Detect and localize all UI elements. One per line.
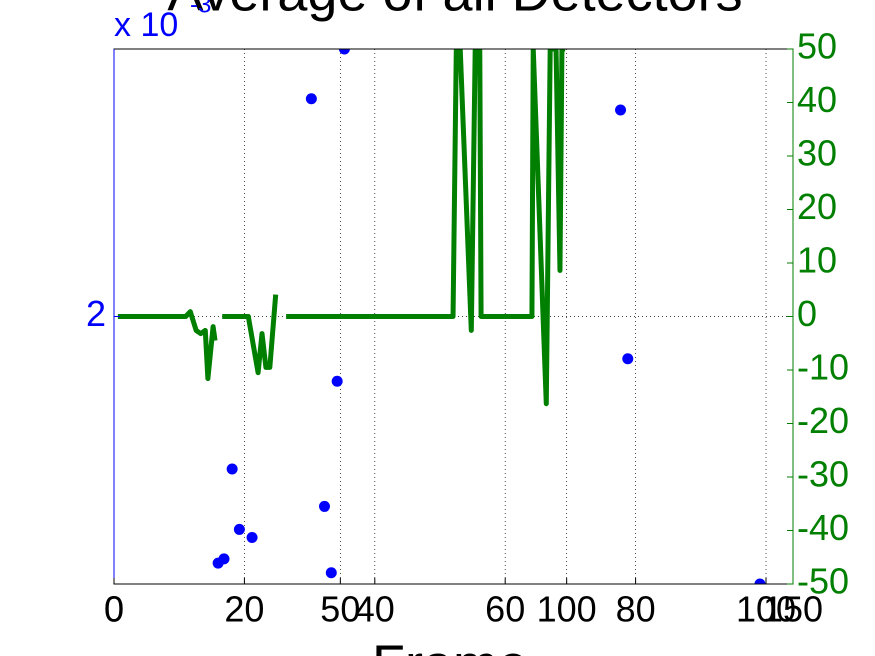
chart-title: Average of all Detectors (167, 0, 742, 22)
point (318, 500, 330, 512)
point (325, 567, 337, 579)
x-tick-label: 150 (763, 589, 823, 630)
y2-tick-label: 10 (797, 240, 837, 281)
line-series (117, 309, 218, 382)
line-series (222, 294, 279, 376)
x-tick-label: 100 (537, 589, 597, 630)
y2-tick-label: -10 (797, 347, 849, 388)
point (212, 557, 224, 569)
line-series (286, 49, 566, 407)
point (615, 104, 627, 116)
point (246, 531, 258, 543)
point (622, 353, 634, 365)
x-tick-label: 0 (104, 589, 124, 630)
y-exponent-base: x 10 (114, 6, 178, 44)
x-tick-label: 40 (355, 589, 395, 630)
y2-tick-label: 30 (797, 133, 837, 174)
x-tick-label: 60 (485, 589, 525, 630)
y2-tick-label: -30 (797, 454, 849, 495)
point (331, 375, 343, 387)
point (305, 93, 317, 105)
y2-tick-label: 0 (797, 293, 817, 334)
x-tick-label: 100 (736, 589, 796, 630)
y2-tick-label: -20 (797, 400, 849, 441)
x-tick-label: 80 (616, 589, 656, 630)
point (226, 463, 238, 475)
y2-tick-label: 20 (797, 186, 837, 227)
y-exponent: -3 (190, 0, 211, 18)
x-tick-label: 50 (320, 589, 360, 630)
point (338, 49, 350, 55)
y2-tick-label: 50 (797, 26, 837, 67)
point (754, 578, 766, 584)
y2-tick-label: -40 (797, 507, 849, 548)
y-tick-label: 2 (86, 293, 106, 334)
y2-tick-label: 40 (797, 79, 837, 120)
x-tick-label: 0 (104, 589, 124, 630)
point (233, 523, 245, 535)
plot-area (117, 49, 766, 584)
x-axis-label: Frame (372, 634, 528, 656)
x-tick-label: 20 (224, 589, 264, 630)
y2-tick-label: -50 (797, 561, 849, 602)
